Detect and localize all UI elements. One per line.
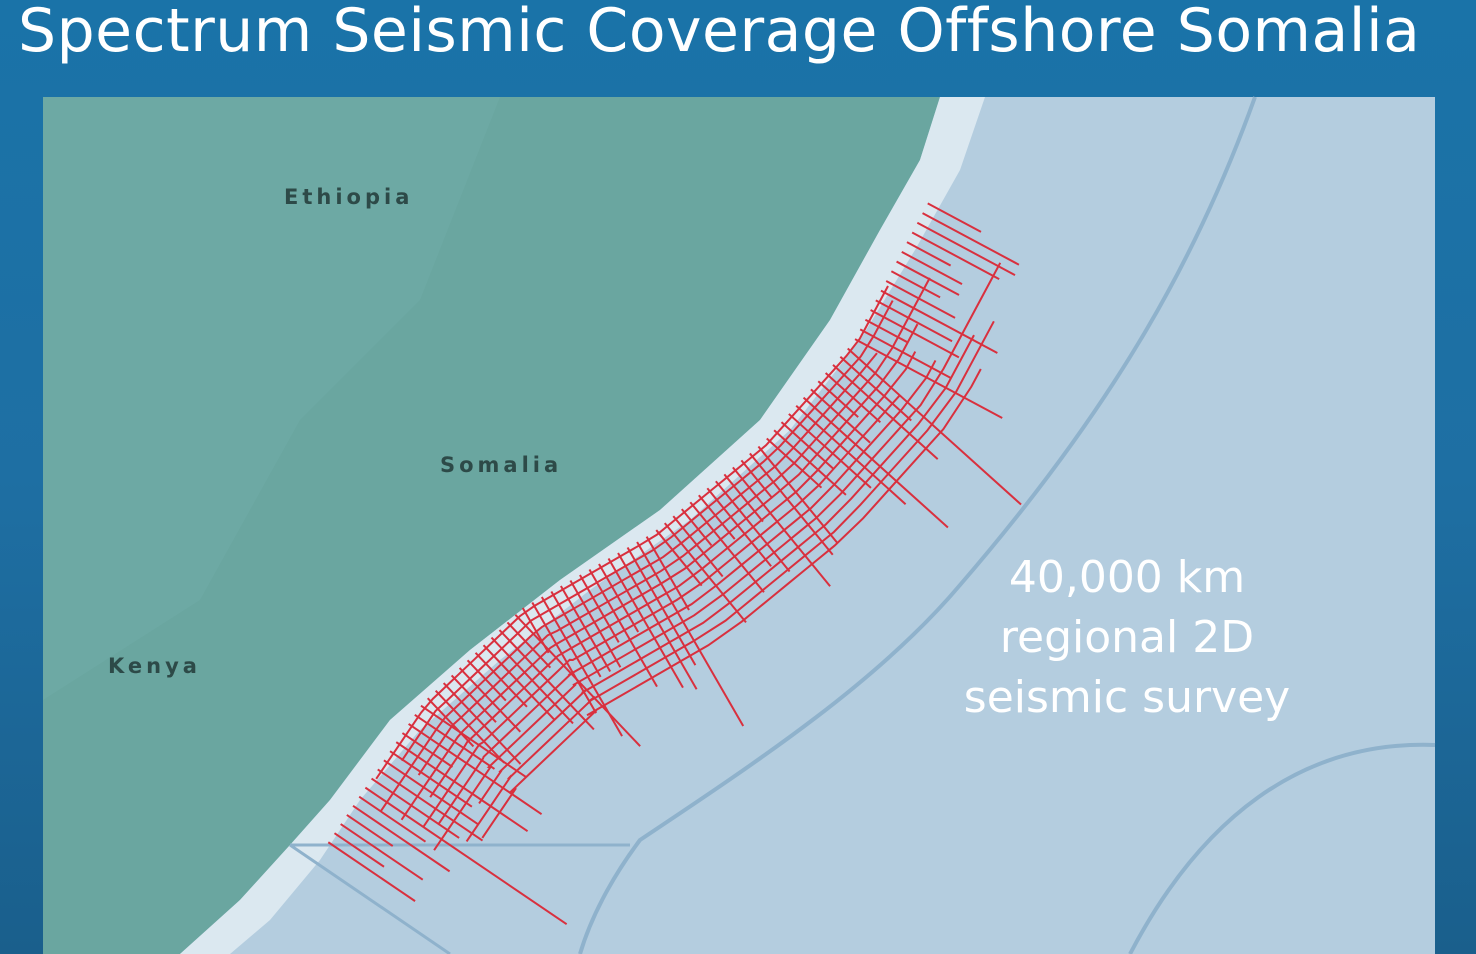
seismic-line bbox=[757, 445, 839, 545]
country-label: Kenya bbox=[108, 654, 201, 678]
seismic-line bbox=[389, 750, 473, 808]
seismic-line bbox=[802, 396, 949, 529]
seismic-line bbox=[550, 591, 602, 678]
seismic-line bbox=[588, 569, 658, 688]
seismic-line bbox=[364, 786, 568, 926]
seismic-line bbox=[442, 682, 522, 765]
boundary bbox=[578, 96, 1257, 954]
seismic-line bbox=[906, 241, 952, 267]
seismic-line bbox=[401, 732, 454, 768]
seismic-line bbox=[433, 262, 1002, 851]
seismic-line bbox=[854, 338, 1003, 419]
land bbox=[43, 97, 940, 954]
country-label: Somalia bbox=[440, 453, 562, 477]
seismic-line bbox=[890, 270, 941, 299]
seismic-line bbox=[437, 359, 937, 826]
seismic-line bbox=[922, 212, 1020, 266]
seismic-line bbox=[417, 277, 931, 776]
seismic-line bbox=[521, 607, 550, 654]
shelf bbox=[180, 97, 985, 954]
annotation: seismic survey bbox=[964, 672, 1290, 723]
seismic-line bbox=[740, 459, 774, 499]
seismic-line bbox=[681, 508, 713, 547]
seismic-line bbox=[434, 689, 505, 764]
seismic-line bbox=[847, 347, 1022, 506]
seismic-line bbox=[864, 318, 908, 343]
seismic-line bbox=[579, 574, 620, 643]
seismic-line bbox=[340, 823, 424, 881]
seismic-line bbox=[672, 515, 724, 578]
seismic-line bbox=[870, 309, 960, 359]
seismic-line bbox=[400, 323, 919, 821]
seismic-line bbox=[723, 473, 764, 523]
seismic-line bbox=[880, 289, 998, 354]
seismic-line bbox=[466, 659, 507, 702]
seismic-lines bbox=[327, 202, 1022, 926]
seismic-line bbox=[478, 334, 975, 805]
seismic-line bbox=[450, 674, 497, 723]
seismic-line bbox=[426, 697, 475, 748]
seismic-line bbox=[901, 250, 963, 286]
seismic-line bbox=[636, 541, 745, 727]
seismic-line bbox=[379, 352, 878, 812]
annotation: regional 2D bbox=[1000, 612, 1254, 663]
seismic-line bbox=[370, 777, 460, 839]
country-label: Ethiopia bbox=[284, 185, 413, 209]
seismic-line bbox=[560, 585, 612, 672]
seismic-line bbox=[749, 452, 834, 556]
seismic-line bbox=[531, 602, 597, 714]
seismic-line bbox=[810, 388, 871, 444]
seismic-line bbox=[663, 522, 747, 624]
seismic-line bbox=[706, 487, 772, 567]
seismic-line bbox=[896, 260, 960, 296]
seismic-line bbox=[377, 768, 484, 842]
boundary bbox=[289, 843, 451, 954]
seismic-line bbox=[569, 580, 622, 668]
seismic-line bbox=[795, 405, 907, 505]
seismic-line bbox=[375, 285, 889, 780]
boundary bbox=[1128, 742, 1436, 954]
seismic-line bbox=[333, 832, 385, 868]
seismic-line bbox=[465, 320, 995, 843]
seismic-line bbox=[346, 814, 394, 847]
seismic-line bbox=[327, 841, 416, 902]
seismic-line bbox=[506, 621, 552, 669]
seismic-line bbox=[400, 300, 894, 762]
seismic-line bbox=[885, 280, 956, 319]
seismic-line bbox=[911, 231, 1000, 280]
seismic-line bbox=[598, 563, 640, 633]
seismic-line bbox=[482, 644, 555, 721]
seismic-line bbox=[927, 202, 982, 233]
seismic-line bbox=[383, 759, 479, 825]
seismic-line bbox=[481, 368, 982, 839]
seismic-line bbox=[352, 805, 451, 873]
seismic-line bbox=[859, 328, 952, 380]
annotation: 40,000 km bbox=[1009, 552, 1245, 603]
seismic-line bbox=[422, 395, 901, 828]
terrain bbox=[43, 97, 500, 700]
seismic-line bbox=[429, 351, 917, 798]
seismic-line bbox=[358, 795, 427, 843]
title: Spectrum Seismic Coverage Offshore Somal… bbox=[18, 0, 1421, 66]
